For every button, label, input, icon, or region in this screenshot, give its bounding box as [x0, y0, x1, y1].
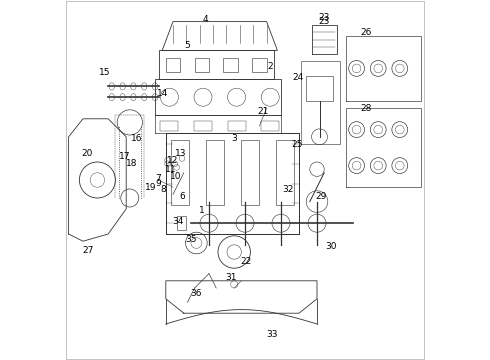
- Text: 18: 18: [126, 159, 137, 168]
- Text: 25: 25: [292, 140, 303, 149]
- Text: 6: 6: [179, 192, 185, 201]
- Bar: [223, 58, 238, 72]
- Text: 7: 7: [155, 174, 161, 183]
- Bar: [166, 58, 180, 72]
- Bar: [261, 121, 279, 131]
- Text: 15: 15: [99, 68, 110, 77]
- Text: 30: 30: [326, 242, 337, 251]
- Text: 11: 11: [166, 165, 177, 174]
- Text: 26: 26: [360, 28, 371, 37]
- Text: 20: 20: [81, 149, 92, 158]
- Text: 13: 13: [175, 149, 187, 158]
- Text: 31: 31: [225, 273, 237, 282]
- Text: 33: 33: [266, 330, 278, 339]
- Bar: [171, 140, 189, 205]
- Bar: [194, 121, 212, 131]
- Text: 9: 9: [155, 179, 161, 188]
- Bar: [252, 58, 267, 72]
- Text: 1: 1: [199, 206, 205, 215]
- Bar: [241, 140, 259, 205]
- Text: 21: 21: [257, 107, 269, 116]
- Text: 16: 16: [131, 134, 143, 143]
- Text: 19: 19: [145, 184, 156, 193]
- Bar: [160, 121, 178, 131]
- Text: 32: 32: [283, 185, 294, 194]
- Text: 35: 35: [185, 235, 197, 244]
- Text: 28: 28: [360, 104, 371, 113]
- Bar: [206, 140, 224, 205]
- Text: 36: 36: [191, 289, 202, 298]
- Text: 17: 17: [119, 152, 130, 161]
- Text: 2: 2: [268, 62, 273, 71]
- Text: 23: 23: [318, 13, 330, 22]
- Bar: [195, 58, 209, 72]
- Text: 8: 8: [161, 185, 167, 194]
- Text: 4: 4: [202, 15, 208, 24]
- Text: 22: 22: [240, 256, 251, 266]
- Text: 27: 27: [83, 246, 94, 255]
- Text: 24: 24: [293, 73, 303, 82]
- Text: 23: 23: [318, 17, 330, 26]
- Text: 3: 3: [231, 134, 237, 143]
- Text: 14: 14: [156, 89, 168, 98]
- Bar: [227, 121, 245, 131]
- Bar: [176, 216, 186, 230]
- Text: 10: 10: [170, 172, 182, 181]
- Text: 5: 5: [185, 41, 190, 50]
- Bar: [275, 140, 294, 205]
- Bar: [306, 76, 333, 101]
- Text: 34: 34: [172, 217, 184, 226]
- Text: 12: 12: [167, 156, 178, 165]
- Text: 29: 29: [316, 192, 327, 201]
